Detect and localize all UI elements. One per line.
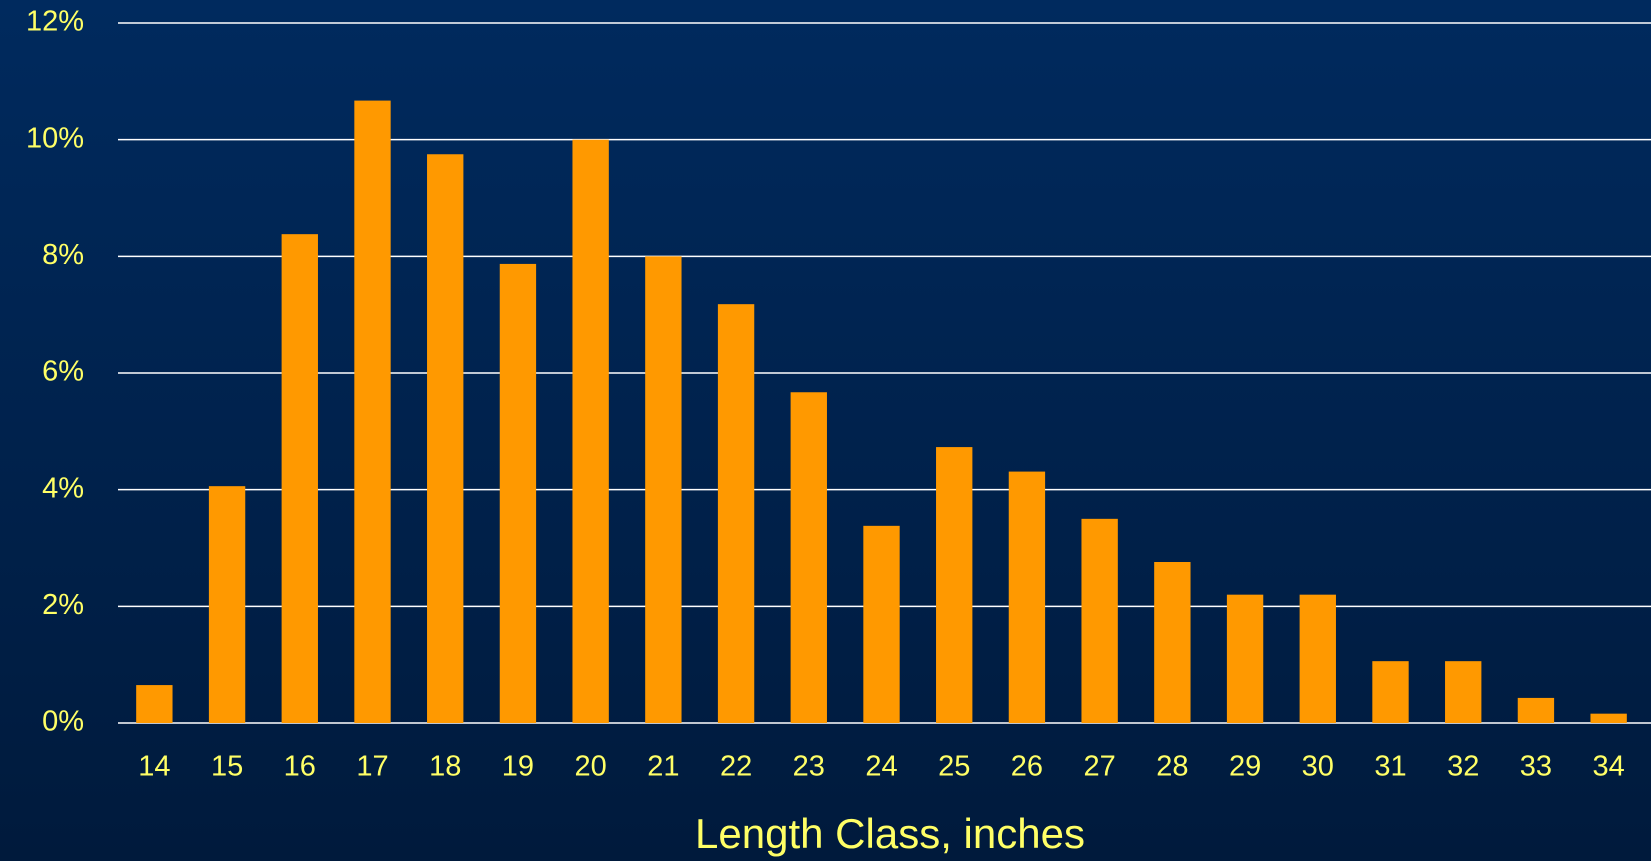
x-tick-label: 18 bbox=[429, 751, 461, 783]
x-tick-label: 19 bbox=[502, 751, 534, 783]
y-tick-label: 0% bbox=[42, 706, 84, 738]
x-tick-label: 23 bbox=[793, 751, 825, 783]
y-tick-label: 12% bbox=[26, 6, 84, 38]
x-tick-label: 26 bbox=[1011, 751, 1043, 783]
x-tick-label: 30 bbox=[1302, 751, 1334, 783]
bar bbox=[427, 154, 464, 723]
bar bbox=[717, 304, 755, 723]
bar bbox=[936, 447, 973, 723]
bar bbox=[208, 486, 246, 723]
x-tick-label: 34 bbox=[1593, 751, 1625, 783]
bar bbox=[1372, 661, 1409, 723]
x-axis-label: Length Class, inches bbox=[695, 810, 1085, 857]
bar bbox=[1008, 471, 1046, 723]
y-tick-label: 4% bbox=[42, 472, 84, 504]
bar bbox=[790, 392, 827, 723]
x-tick-label: 24 bbox=[865, 751, 897, 783]
bar bbox=[1226, 594, 1264, 723]
bar bbox=[136, 685, 173, 723]
bar bbox=[1590, 713, 1627, 723]
x-tick-label: 28 bbox=[1156, 751, 1188, 783]
x-tick-label: 17 bbox=[356, 751, 388, 783]
bar bbox=[863, 525, 900, 723]
x-tick-label: 33 bbox=[1520, 751, 1552, 783]
bar bbox=[645, 256, 682, 723]
x-tick-label: 22 bbox=[720, 751, 752, 783]
bar bbox=[1299, 594, 1336, 723]
x-tick-label: 27 bbox=[1084, 751, 1116, 783]
y-tick-label: 2% bbox=[42, 589, 84, 621]
bar bbox=[1081, 518, 1118, 723]
bar bbox=[1517, 697, 1555, 723]
y-tick-label: 10% bbox=[26, 122, 84, 154]
bar bbox=[572, 139, 609, 723]
y-tick-label: 8% bbox=[42, 239, 84, 271]
bar bbox=[281, 234, 318, 723]
x-tick-label: 15 bbox=[211, 751, 243, 783]
x-tick-label: 25 bbox=[938, 751, 970, 783]
bar bbox=[499, 263, 537, 723]
x-tick-label: 31 bbox=[1374, 751, 1406, 783]
x-tick-label: 16 bbox=[284, 751, 316, 783]
x-tick-label: 21 bbox=[647, 751, 679, 783]
x-tick-label: 14 bbox=[138, 751, 170, 783]
x-tick-label: 20 bbox=[575, 751, 607, 783]
x-tick-label: 32 bbox=[1447, 751, 1479, 783]
bar bbox=[354, 100, 391, 724]
bar bbox=[1154, 562, 1191, 723]
x-tick-label: 29 bbox=[1229, 751, 1261, 783]
y-tick-label: 6% bbox=[42, 356, 84, 388]
bar bbox=[1445, 661, 1482, 723]
